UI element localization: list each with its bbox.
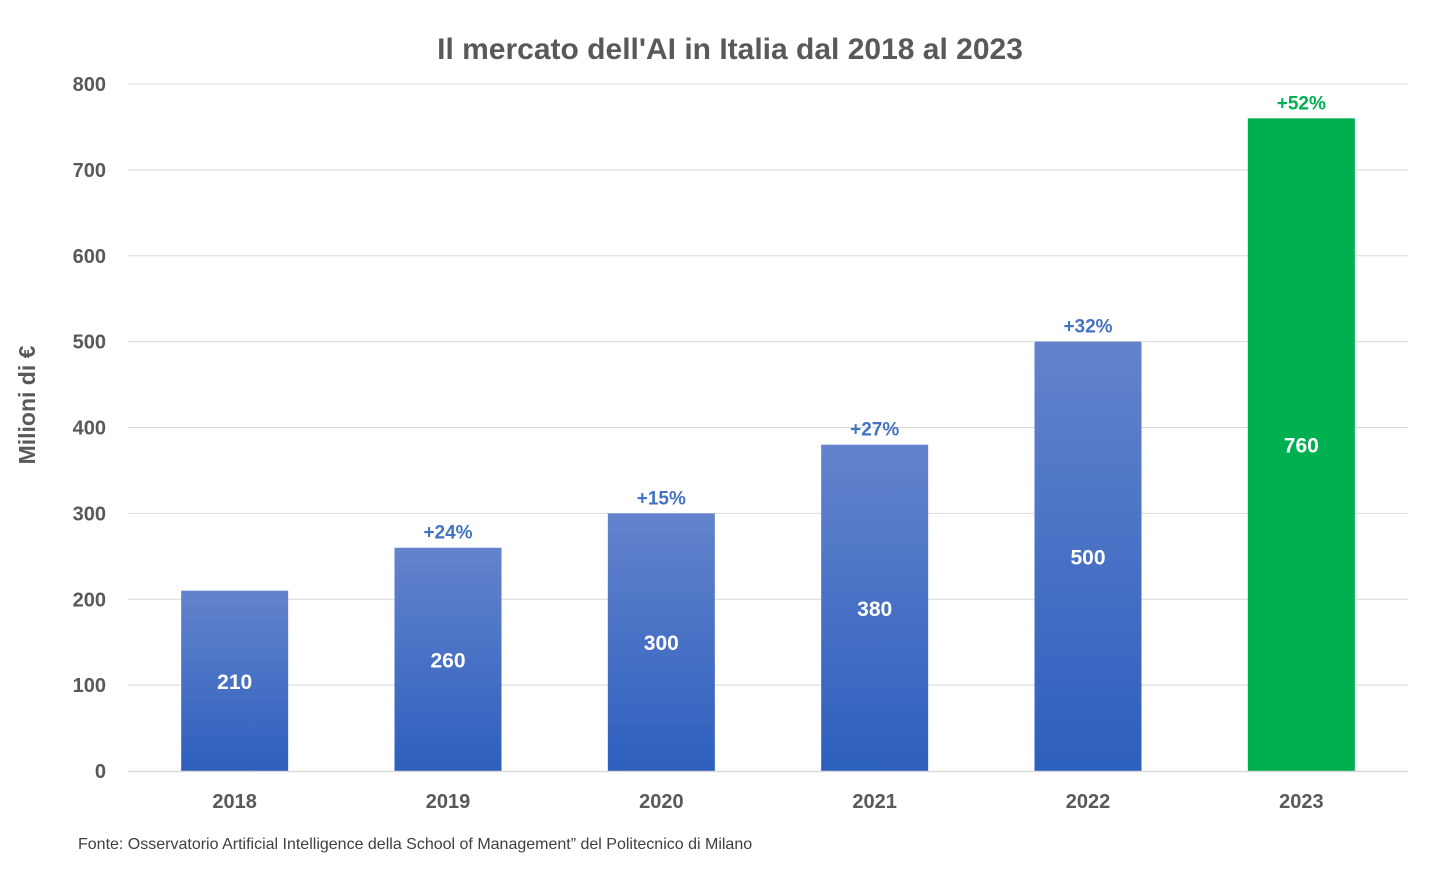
growth-label-2021: +27% <box>850 420 899 441</box>
value-label-2018: 210 <box>217 671 252 694</box>
growth-label-2019: +24% <box>423 523 472 544</box>
bar-2023 <box>1247 118 1355 772</box>
y-axis-label: Milioni di € <box>14 345 40 464</box>
growth-label-2020: +15% <box>637 488 686 509</box>
chart-title: Il mercato dell'AI in Italia dal 2018 al… <box>437 33 1023 66</box>
y-tick-label: 0 <box>95 761 106 783</box>
y-tick-label: 400 <box>73 418 106 440</box>
source-note: Fonte: Osservatorio Artificial Intellige… <box>78 836 753 853</box>
x-tick-label: 2021 <box>852 791 897 813</box>
value-label-2021: 380 <box>857 598 892 621</box>
value-label-2023: 760 <box>1284 435 1319 458</box>
y-tick-label: 600 <box>73 246 106 268</box>
growth-label-2022: +32% <box>1063 317 1112 338</box>
data-labels: 210 260 +24% 300 +15% 380 +27% 500 +32% 760 +52% <box>217 93 1326 693</box>
y-tick-label: 100 <box>73 675 106 697</box>
value-label-2019: 260 <box>430 649 465 672</box>
y-tick-label: 700 <box>73 160 106 182</box>
bar-2022 <box>1034 341 1142 771</box>
x-tick-label: 2023 <box>1279 791 1324 813</box>
y-axis-ticks: 0 100 200 300 400 500 600 700 800 <box>73 74 106 783</box>
bar-2020 <box>607 513 715 771</box>
bars <box>181 118 1355 772</box>
y-tick-label: 800 <box>73 74 106 96</box>
value-label-2020: 300 <box>644 632 679 655</box>
growth-label-2023: +52% <box>1277 93 1326 114</box>
y-tick-label: 300 <box>73 503 106 525</box>
gridlines <box>128 83 1408 686</box>
x-tick-label: 2022 <box>1066 791 1111 813</box>
y-tick-label: 200 <box>73 589 106 611</box>
x-axis-ticks: 2018 2019 2020 2021 2022 2023 <box>212 791 1323 813</box>
x-tick-label: 2018 <box>212 791 257 813</box>
value-label-2022: 500 <box>1070 546 1105 569</box>
bar-2018 <box>181 590 289 771</box>
x-tick-label: 2019 <box>426 791 471 813</box>
bar-2021 <box>821 444 929 771</box>
x-tick-label: 2020 <box>639 791 684 813</box>
y-tick-label: 500 <box>73 332 106 354</box>
bar-2019 <box>394 547 502 771</box>
